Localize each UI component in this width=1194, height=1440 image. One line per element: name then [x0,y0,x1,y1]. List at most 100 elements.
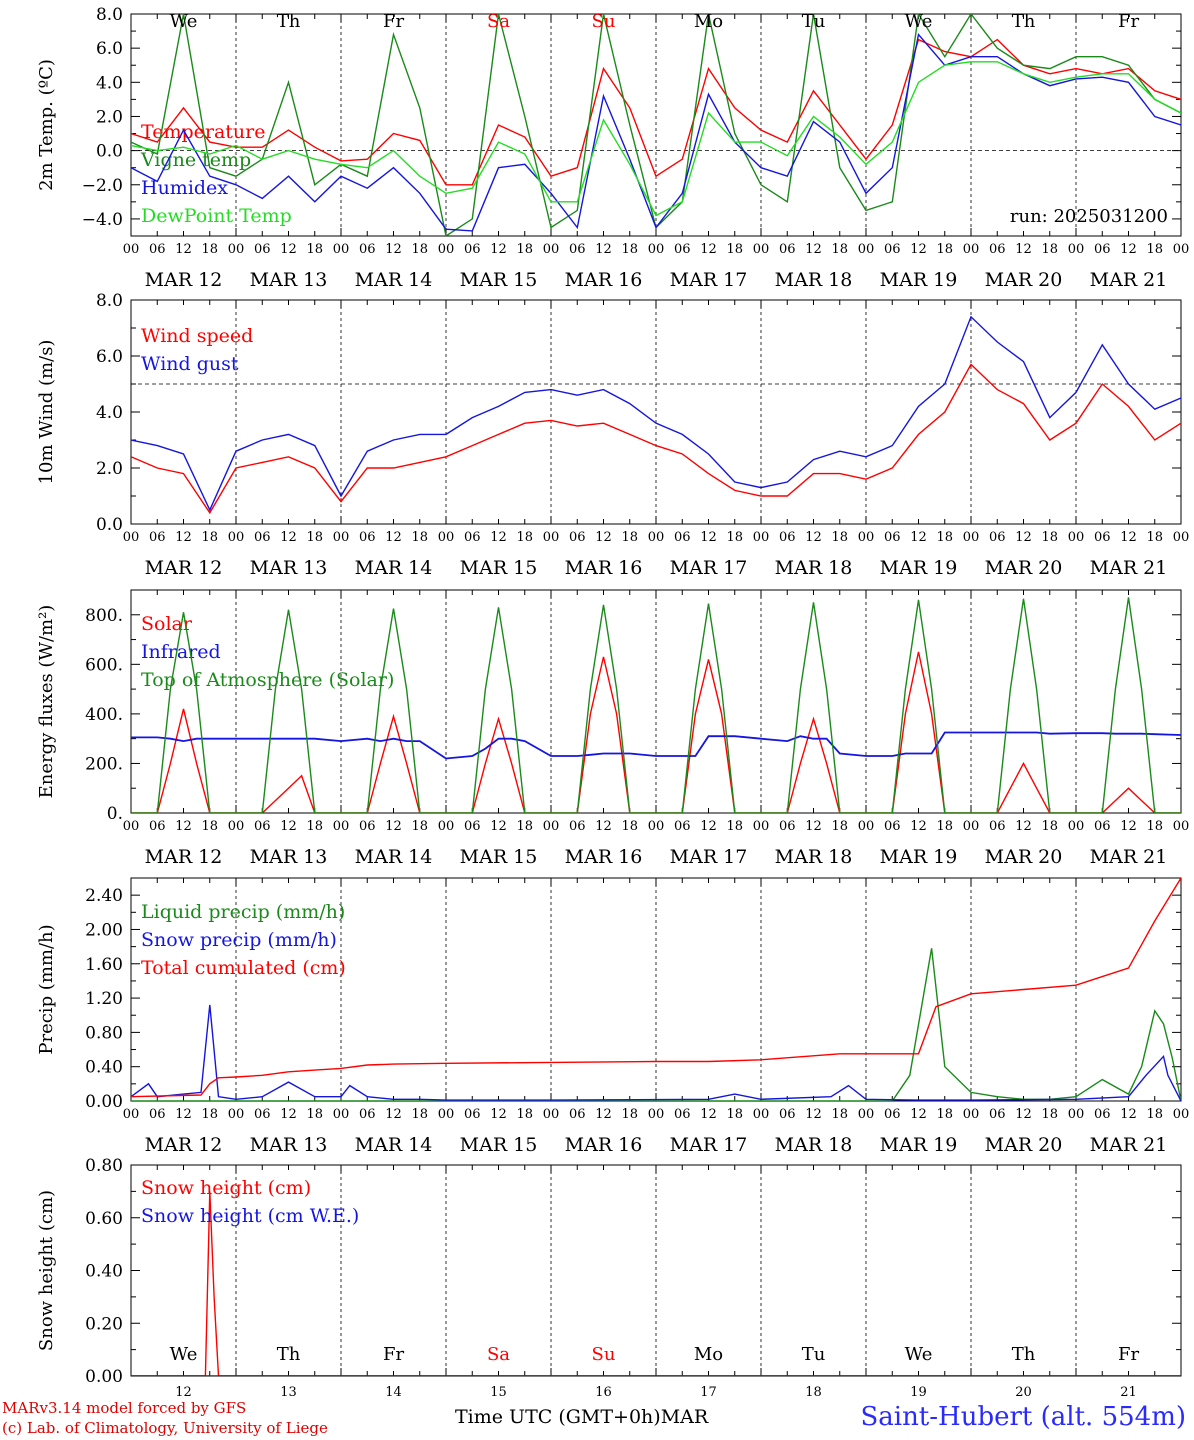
temp-hour-label: 12 [1120,242,1137,257]
precip-date-label: MAR 12 [145,1134,223,1156]
energy-y-tick-label: 800. [85,606,123,626]
wind-series-2-line [131,315,1181,512]
precip-hour-label: 18 [1146,1107,1163,1122]
precip-hour-label: 06 [569,1107,586,1122]
wind-hour-label: 06 [149,530,166,545]
wind-hour-label: 06 [464,530,481,545]
wind-hour-label: 06 [1094,530,1111,545]
energy-date-label: MAR 15 [460,846,538,868]
precip-hour-label: 06 [149,1107,166,1122]
temp-hour-label: 06 [884,242,901,257]
snow-day-name: Tu [802,1344,826,1365]
precip-hour-label: 18 [306,1107,323,1122]
temp-hour-label: 06 [1094,242,1111,257]
precip-hour-label: 12 [595,1107,612,1122]
wind-hour-label: 00 [228,530,245,545]
temp-hour-label: 18 [621,242,638,257]
temp-series-1-line [131,38,1181,186]
wind-hour-label: 06 [779,530,796,545]
precip-hour-label: 12 [490,1107,507,1122]
energy-hour-label: 00 [648,819,665,834]
wind-hour-label: 18 [1041,530,1058,545]
snow-day-name: We [905,1344,933,1365]
precip-hour-label: 00 [123,1107,140,1122]
precip-hour-label: 12 [805,1107,822,1122]
energy-hour-label: 00 [1173,819,1190,834]
temp-hour-label: 18 [1041,242,1058,257]
temp-day-name: Su [592,11,616,32]
temp-day-name: Th [277,11,301,32]
wind-hour-label: 00 [753,530,770,545]
energy-hour-label: 18 [621,819,638,834]
temp-hour-label: 18 [1146,242,1163,257]
temp-hour-label: 06 [569,242,586,257]
snow-y-tick-label: 0.60 [85,1209,123,1229]
temp-day-name: Th [1012,11,1036,32]
energy-hour-label: 00 [438,819,455,834]
energy-date-label: MAR 17 [670,846,748,868]
energy-hour-label: 06 [464,819,481,834]
wind-hour-label: 00 [543,530,560,545]
precip-y-tick-label: 0.00 [85,1092,123,1112]
energy-hour-label: 00 [123,819,140,834]
precip-hour-label: 00 [333,1107,350,1122]
snow-legend-1: Snow height (cm) [141,1177,311,1199]
energy-hour-label: 12 [910,819,927,834]
energy-hour-label: 18 [1146,819,1163,834]
wind-hour-label: 18 [201,530,218,545]
temp-date-label: MAR 17 [670,269,748,291]
snow-day-number: 20 [1015,1385,1032,1400]
wind-hour-label: 18 [516,530,533,545]
energy-legend-2: Infrared [141,641,221,663]
energy-hour-label: 00 [858,819,875,834]
precip-hour-label: 06 [989,1107,1006,1122]
temp-hour-label: 00 [753,242,770,257]
wind-hour-label: 06 [254,530,271,545]
temp-y-tick-label: −4.0 [82,210,123,230]
temp-date-label: MAR 14 [355,269,433,291]
temp-day-name: Fr [383,11,404,32]
energy-date-label: MAR 13 [250,846,328,868]
snow-day-name: Fr [383,1344,404,1365]
precip-date-label: MAR 21 [1090,1134,1168,1156]
precip-hour-label: 18 [726,1107,743,1122]
precip-hour-label: 12 [910,1107,927,1122]
precip-date-label: MAR 17 [670,1134,748,1156]
temp-hour-label: 18 [831,242,848,257]
energy-hour-label: 06 [674,819,691,834]
precip-date-label: MAR 14 [355,1134,433,1156]
temp-date-label: MAR 12 [145,269,223,291]
precip-legend-3: Total cumulated (cm) [141,957,346,979]
wind-hour-label: 00 [123,530,140,545]
snow-day-name: Sa [487,1344,510,1365]
temp-date-label: MAR 19 [880,269,958,291]
wind-legend-2: Wind gust [141,353,239,375]
energy-hour-label: 12 [385,819,402,834]
energy-hour-label: 06 [569,819,586,834]
time-axis-title: Time UTC (GMT+0h)MAR [455,1406,709,1428]
wind-date-label: MAR 16 [565,557,643,579]
temp-hour-label: 00 [123,242,140,257]
temp-hour-label: 06 [464,242,481,257]
precip-hour-label: 06 [884,1107,901,1122]
temp-day-name: Tu [802,11,826,32]
temp-hour-label: 18 [201,242,218,257]
temp-run-label: run: 2025031200 [1010,206,1168,227]
wind-hour-label: 00 [1068,530,1085,545]
temp-hour-label: 12 [490,242,507,257]
energy-hour-label: 06 [149,819,166,834]
wind-hour-label: 18 [621,530,638,545]
snow-y-axis-label: Snow height (cm) [36,1190,57,1351]
temp-y-tick-label: −2.0 [82,176,123,196]
precip-legend-1: Liquid precip (mm/h) [141,901,345,923]
wind-date-label: MAR 17 [670,557,748,579]
temp-hour-label: 18 [726,242,743,257]
temp-day-name: Mo [694,11,723,32]
temp-y-tick-label: 4.0 [96,73,123,93]
temp-date-label: MAR 20 [985,269,1063,291]
energy-hour-label: 12 [175,819,192,834]
wind-hour-label: 06 [569,530,586,545]
precip-y-tick-label: 2.00 [85,920,123,940]
precip-hour-label: 12 [700,1107,717,1122]
